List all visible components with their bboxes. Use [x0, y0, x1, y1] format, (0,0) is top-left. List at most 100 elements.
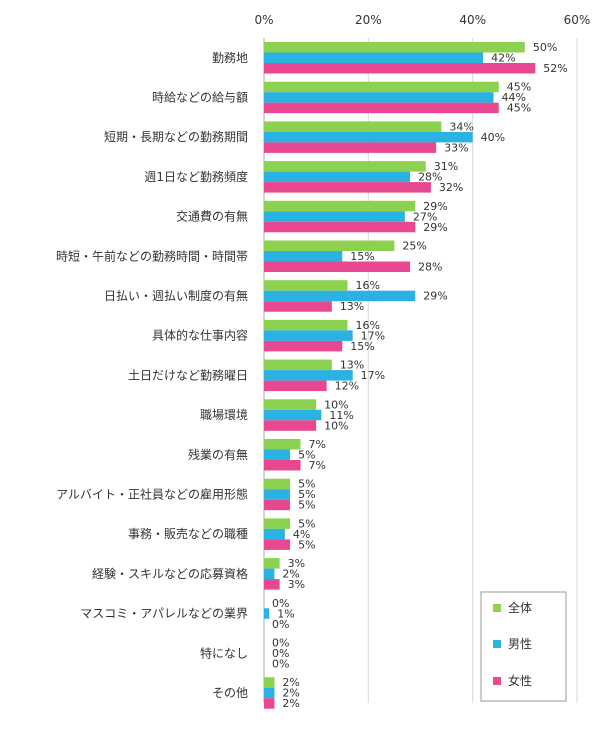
data-label: 40% — [481, 131, 505, 144]
data-label: 34% — [449, 120, 473, 133]
data-label: 3% — [288, 557, 305, 570]
data-label: 11% — [329, 409, 353, 422]
bar — [264, 449, 291, 460]
legend-swatch — [493, 677, 501, 685]
category-label: 時短・午前などの勤務時間・時間帯 — [56, 248, 248, 263]
bar — [264, 92, 494, 103]
bar — [264, 608, 270, 619]
category-label: 職場環境 — [200, 407, 248, 422]
data-label: 3% — [288, 578, 305, 591]
bar — [264, 489, 291, 500]
category-label: 特になし — [200, 645, 248, 660]
bar — [264, 558, 280, 569]
data-label: 16% — [355, 319, 379, 332]
bar — [264, 380, 327, 392]
data-label: 17% — [361, 329, 385, 342]
category-label: 時給などの給与額 — [152, 90, 248, 104]
data-label: 44% — [502, 91, 526, 104]
data-label: 12% — [335, 380, 359, 393]
data-label: 42% — [491, 52, 515, 65]
bar — [264, 301, 332, 312]
bar — [264, 409, 322, 421]
data-label: 5% — [298, 538, 315, 551]
category-label: 土日だけなど勤務曜日 — [128, 368, 248, 382]
bar — [264, 171, 411, 183]
legend-label: 全体 — [508, 600, 532, 615]
data-labels: 50%42%52%45%44%45%34%40%33%31%28%32%29%2… — [272, 41, 568, 710]
data-label: 52% — [543, 62, 567, 75]
data-label: 45% — [507, 81, 531, 94]
bar — [264, 102, 499, 114]
data-label: 5% — [298, 449, 315, 462]
bar — [264, 319, 348, 331]
bar — [264, 63, 536, 74]
bar — [264, 261, 411, 272]
bar — [264, 182, 431, 193]
bar — [264, 121, 442, 132]
category-label: 日払い・週払い制度の有無 — [104, 288, 248, 303]
category-label: 短期・長期などの勤務期間 — [104, 130, 248, 144]
data-label: 25% — [402, 240, 426, 253]
data-label: 0% — [272, 658, 289, 671]
data-label: 29% — [423, 200, 447, 213]
bar — [264, 240, 395, 251]
bar — [264, 221, 416, 233]
data-label: 1% — [277, 607, 294, 620]
data-label: 29% — [423, 221, 447, 234]
bar — [264, 52, 484, 63]
bar — [264, 161, 426, 172]
bar — [264, 142, 437, 153]
bar — [264, 211, 405, 222]
data-label: 2% — [282, 676, 299, 689]
data-label: 15% — [350, 250, 374, 263]
category-label: 週1日など勤務頻度 — [144, 169, 248, 184]
bar — [264, 460, 301, 471]
category-label: 具体的な仕事内容 — [152, 328, 248, 343]
data-label: 5% — [298, 517, 315, 530]
category-labels: 勤務地時給などの給与額短期・長期などの勤務期間週1日など勤務頻度交通費の有無時短… — [56, 51, 248, 700]
bar — [264, 290, 416, 302]
data-label: 10% — [324, 398, 348, 411]
x-tick-label: 40% — [459, 13, 486, 27]
bar — [264, 340, 343, 352]
bar — [264, 518, 291, 529]
x-axis-ticks: 0% 20% 40% 60% — [254, 13, 590, 27]
category-label: 事務・販売などの職種 — [128, 526, 248, 541]
data-label: 5% — [298, 478, 315, 491]
bar — [264, 251, 343, 262]
bar — [264, 330, 353, 341]
bar — [264, 42, 525, 53]
bar — [264, 677, 275, 688]
data-label: 0% — [272, 597, 289, 610]
x-tick-label: 20% — [355, 13, 382, 27]
data-label: 10% — [324, 419, 348, 432]
x-tick-label: 0% — [254, 13, 273, 27]
bar — [264, 399, 317, 410]
legend-swatch — [493, 640, 501, 648]
bar — [264, 439, 301, 450]
data-label: 4% — [293, 528, 310, 541]
data-label: 28% — [418, 171, 442, 184]
category-label: 経験・スキルなどの応募資格 — [92, 566, 248, 581]
data-label: 27% — [413, 210, 437, 223]
data-label: 7% — [309, 459, 326, 472]
bar — [264, 200, 416, 212]
legend-label: 男性 — [508, 637, 532, 651]
bar — [264, 81, 499, 93]
data-label: 0% — [272, 637, 289, 650]
data-label: 13% — [340, 300, 364, 313]
category-label: マスコミ・アパレルなどの業界 — [80, 607, 248, 621]
bar — [264, 528, 285, 540]
data-label: 13% — [340, 359, 364, 372]
data-label: 29% — [423, 290, 447, 303]
bar — [264, 539, 291, 550]
data-label: 32% — [439, 181, 463, 194]
x-tick-label: 60% — [564, 13, 591, 27]
bar — [264, 370, 353, 381]
category-label: 交通費の有無 — [176, 209, 248, 224]
data-label: 31% — [434, 160, 458, 173]
data-label: 5% — [298, 488, 315, 501]
bar — [264, 280, 348, 291]
